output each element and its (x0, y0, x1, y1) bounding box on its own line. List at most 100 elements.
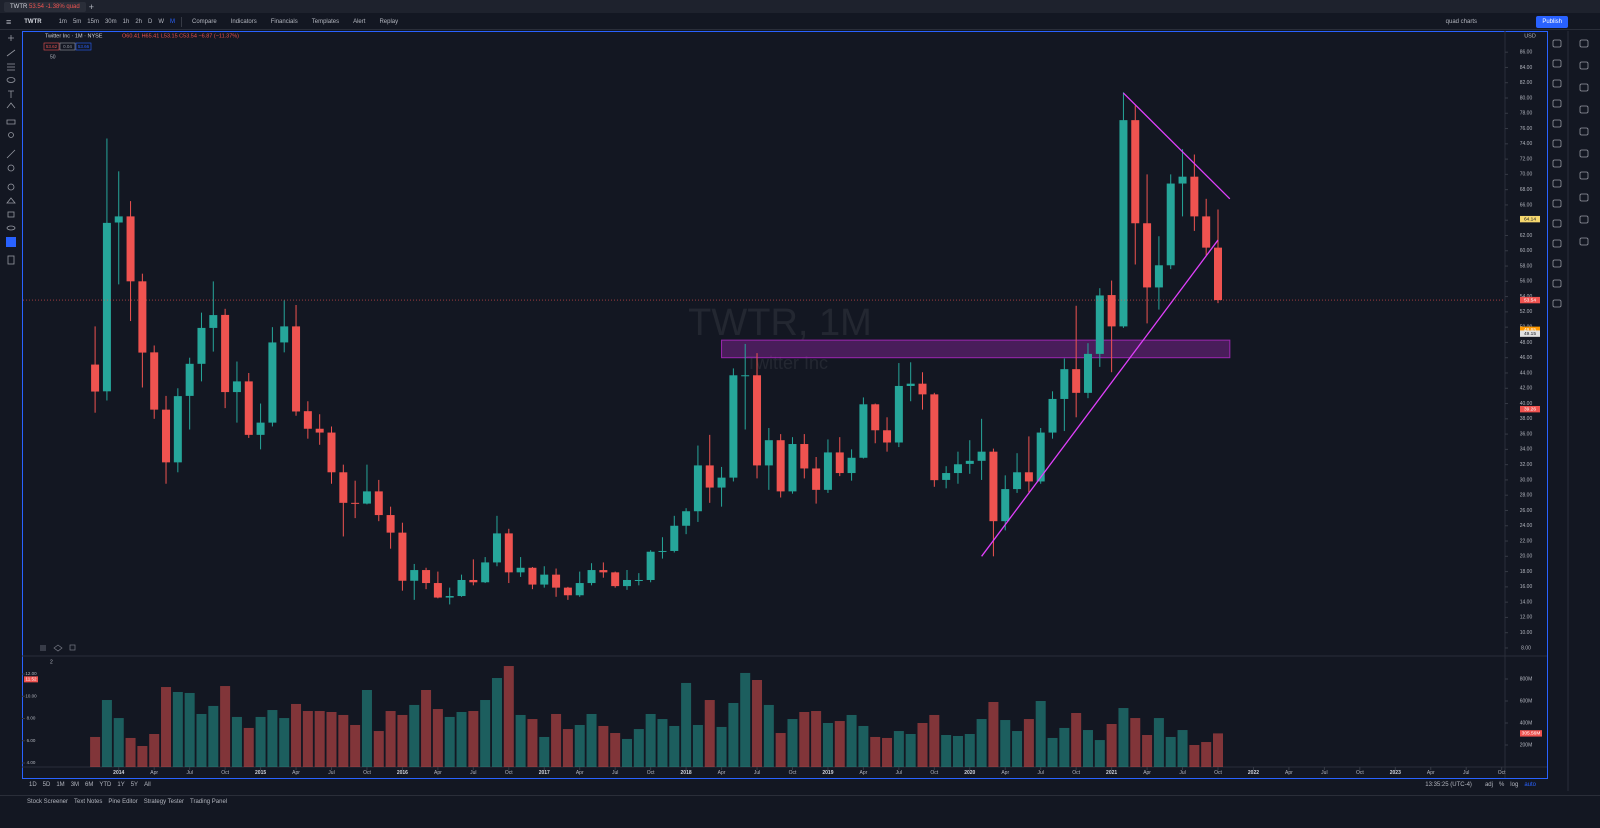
sidebar-icon[interactable] (1552, 259, 1562, 268)
toolbar-buttons: Compare Indicators Financials Templates Aler… (185, 18, 405, 26)
toolbar-button[interactable]: Financials (270, 18, 298, 25)
volume-bar (231, 716, 242, 767)
interval-button[interactable]: M (170, 18, 176, 25)
sidebar-icon[interactable] (1579, 193, 1589, 202)
symbol-search[interactable]: TWTR (24, 18, 42, 25)
zoom-tool[interactable] (7, 164, 15, 172)
sidebar-icon[interactable] (1552, 119, 1562, 128)
measure-tool[interactable] (6, 197, 16, 204)
symbol-tab[interactable]: TWTR 53.54 -1.38% quad (4, 1, 86, 12)
range-button[interactable]: 1Y (117, 782, 125, 788)
sidebar-icon[interactable] (1552, 279, 1562, 288)
prediction-tool[interactable] (6, 119, 16, 125)
range-button[interactable]: 5Y (130, 782, 139, 788)
menu[interactable]: ≡ (6, 16, 12, 27)
y-tick-label: 30.00 (1520, 477, 1533, 483)
sidebar-icon[interactable] (1579, 237, 1589, 246)
candle-body (1095, 295, 1104, 354)
range-button[interactable]: 5D (42, 782, 51, 788)
toolbar-button[interactable]: Alert (353, 18, 366, 25)
hide-tool[interactable] (6, 225, 16, 231)
scale-option[interactable]: auto (1524, 782, 1536, 788)
fib-tool[interactable] (7, 63, 15, 71)
pane-menu[interactable] (40, 645, 46, 651)
sidebar-icon[interactable] (1579, 105, 1589, 114)
volume-bar (385, 711, 396, 767)
interval-button[interactable]: 15m (87, 18, 99, 25)
interval-button[interactable]: 1h (122, 18, 130, 25)
sidebar-icon[interactable] (1552, 139, 1562, 148)
bottom-tab[interactable]: Stock Screener (27, 799, 69, 805)
shape-tool[interactable] (6, 77, 16, 83)
pane-close[interactable] (69, 644, 76, 651)
bottom-tab[interactable]: Pine Editor (108, 799, 138, 805)
sidebar-icon[interactable] (1552, 199, 1562, 208)
eye-tool[interactable] (8, 132, 14, 138)
volume-bar (811, 711, 822, 767)
sidebar-icon[interactable] (1552, 159, 1562, 168)
range-button[interactable]: 3M (70, 782, 80, 788)
y-tick-label: 40.00 (1520, 401, 1533, 407)
layout-name[interactable]: quad charts (1445, 18, 1477, 25)
toolbar-button[interactable]: Compare (192, 18, 217, 25)
trash-tool[interactable] (7, 255, 15, 265)
toolbar-button[interactable]: Replay (379, 18, 399, 25)
bottom-tab[interactable]: Trading Panel (190, 799, 228, 805)
pattern-tool[interactable] (6, 102, 16, 109)
active-tool[interactable] (6, 237, 16, 247)
interval-button[interactable]: 30m (104, 18, 117, 25)
bottom-tab[interactable]: Text Notes (74, 799, 103, 805)
text-tool[interactable] (8, 90, 14, 98)
sidebar-icon[interactable] (1552, 79, 1562, 88)
sidebar-icon[interactable] (1552, 59, 1562, 68)
interval-button[interactable]: 1m (58, 18, 67, 25)
new-tab[interactable]: + (88, 1, 94, 12)
sidebar-icon[interactable] (1552, 299, 1562, 308)
sidebar-icon[interactable] (1579, 215, 1589, 224)
range-button[interactable]: All (144, 782, 151, 788)
scale-options: 13:35:25 (UTC-4) adj% log auto (1422, 782, 1539, 788)
interval-button[interactable]: W (158, 18, 165, 25)
sidebar-icon[interactable] (1579, 127, 1589, 136)
sidebar-icon[interactable] (1552, 39, 1562, 48)
sidebar-icon[interactable] (1579, 171, 1589, 180)
sidebar-icon[interactable] (1552, 239, 1562, 248)
candle-body (800, 444, 809, 469)
scale-option[interactable]: % (1498, 782, 1505, 788)
candle-body (953, 464, 962, 474)
scale-option[interactable]: adj (1484, 782, 1493, 788)
scale-option[interactable]: log (1510, 782, 1519, 788)
brush-tool[interactable] (6, 149, 16, 159)
bottom-tab[interactable]: Strategy Tester (143, 799, 184, 805)
sidebar-icon[interactable] (1579, 83, 1589, 92)
sidebar-icon[interactable] (1579, 149, 1589, 158)
crosshair-tool[interactable] (8, 35, 14, 41)
candle-body (185, 363, 194, 396)
x-tick-label: 2017 (539, 770, 550, 776)
candle-body (563, 587, 572, 596)
interval-button[interactable]: D (148, 18, 153, 25)
sidebar-icon[interactable] (1552, 219, 1562, 228)
volume-bar (314, 711, 325, 767)
indicator-label: 50 (50, 54, 56, 60)
interval-button[interactable]: 2h (135, 18, 142, 25)
trendline-tool[interactable] (6, 49, 16, 57)
pane-maximize[interactable] (53, 644, 63, 652)
interval-button[interactable]: 5m (72, 18, 82, 25)
sidebar-icon[interactable] (1579, 61, 1589, 70)
magnet-tool[interactable] (7, 183, 15, 191)
sidebar-icon[interactable] (1552, 99, 1562, 108)
sidebar-icon[interactable] (1579, 39, 1589, 48)
range-button[interactable]: YTD (99, 782, 112, 788)
lock-tool[interactable] (7, 211, 15, 218)
range-button[interactable]: 1M (56, 782, 65, 788)
candle-body (1119, 120, 1128, 327)
toolbar-button[interactable]: Indicators (230, 18, 257, 25)
range-button[interactable]: 6M (85, 782, 94, 788)
publish-button[interactable]: Publish (1536, 15, 1568, 28)
range-button[interactable]: 1D (29, 782, 37, 788)
sidebar-icon[interactable] (1552, 179, 1562, 188)
toolbar-button[interactable]: Templates (311, 18, 340, 25)
price-tag (1520, 405, 1540, 413)
